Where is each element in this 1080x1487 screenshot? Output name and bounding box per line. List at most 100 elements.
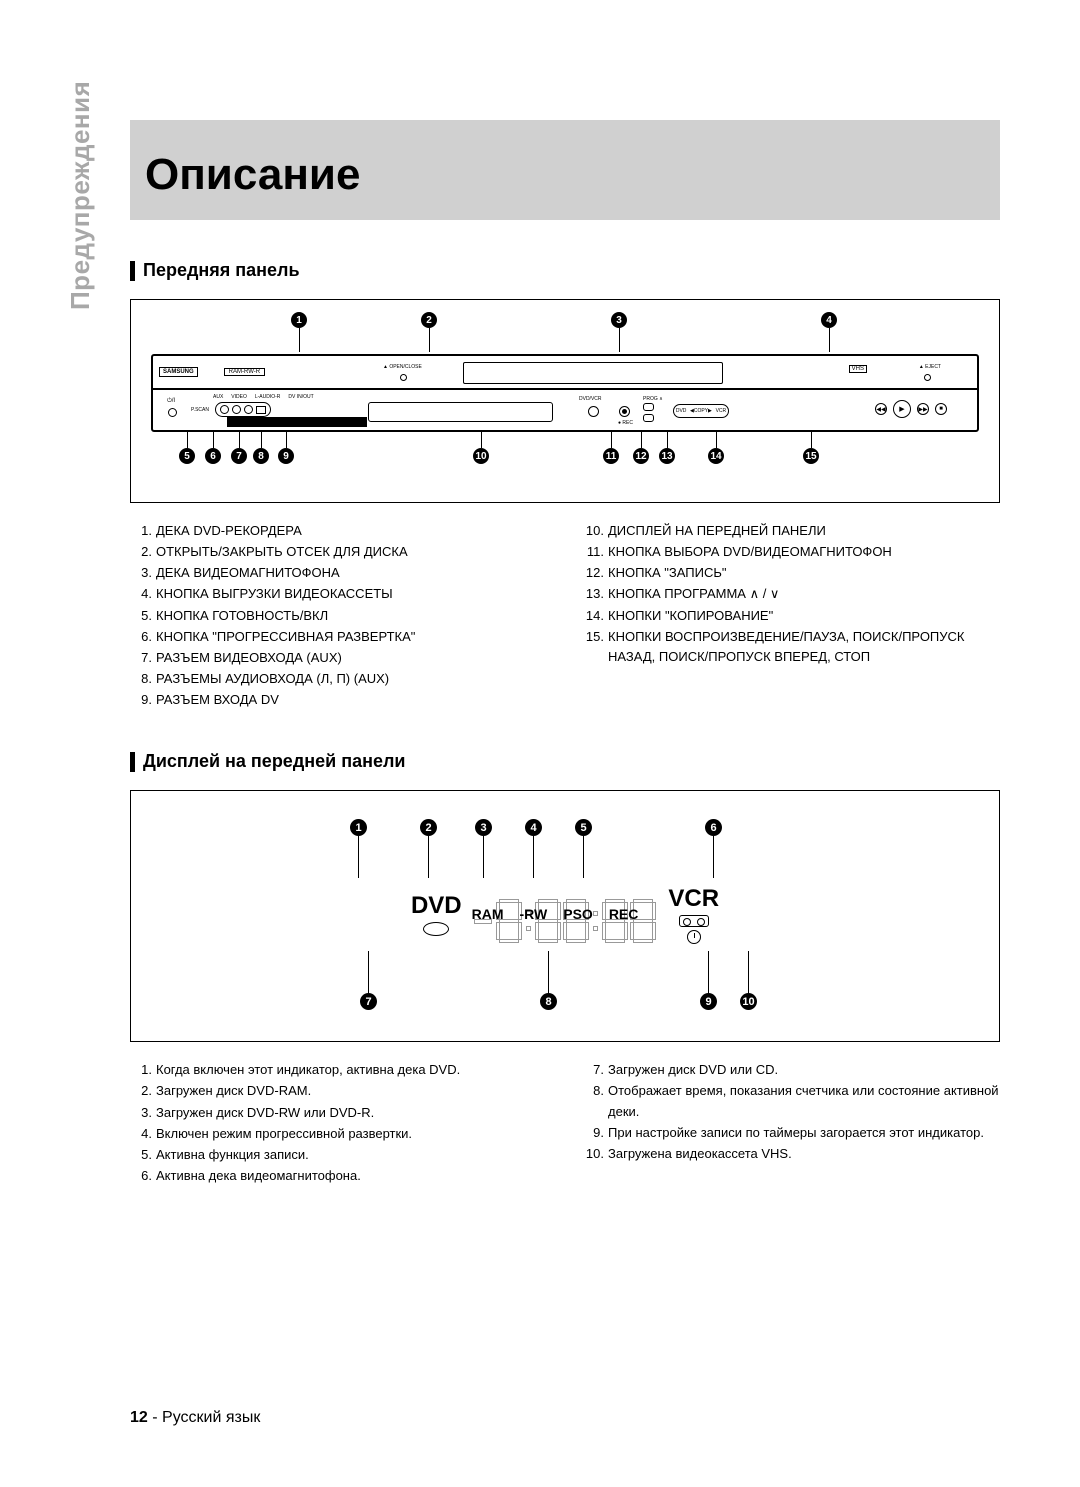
page-title: Описание xyxy=(130,120,1000,200)
rewind-button: ◀◀ xyxy=(875,403,887,415)
legend-item: 1.Когда включен этот индикатор, активна … xyxy=(130,1060,548,1080)
dv-jack xyxy=(256,406,266,414)
open-close-label: ▲ OPEN/CLOSE xyxy=(383,364,422,370)
av-jack-group xyxy=(215,402,271,417)
prog-down-button xyxy=(643,414,654,422)
vhs-slot xyxy=(463,362,723,384)
callout-9: 9 xyxy=(278,448,294,464)
dvd-vcr-label: DVD/VCR xyxy=(579,396,602,402)
eject-label: ▲ EJECT xyxy=(919,364,941,370)
d-callout-5: 5 xyxy=(575,819,592,836)
legend-item: 10.Загружена видеокассета VHS. xyxy=(582,1144,1000,1164)
display-content-row: DVD RAM -RW PSO REC VCR xyxy=(310,879,820,949)
legend-item: 8.РАЗЪЕМЫ АУДИОВХОДА (Л, П) (AUX) xyxy=(130,669,548,689)
format-badge: RAM-RW-R xyxy=(224,368,265,376)
section-marker xyxy=(130,261,135,281)
page-footer: 12 - Русский язык xyxy=(130,1409,260,1427)
open-close-button xyxy=(400,374,407,381)
device-bottom-row: ⏻/I P.SCAN AUX VIDEO L-AUDIO-R DV IN/OUT xyxy=(153,390,977,432)
d-callout-3: 3 xyxy=(475,819,492,836)
legend-col-right: 7.Загружен диск DVD или CD.8.Отображает … xyxy=(582,1060,1000,1187)
display-legend: 1.Когда включен этот индикатор, активна … xyxy=(130,1060,1000,1187)
front-panel-legend: 1.ДЕКА DVD-РЕКОРДЕРА2.ОТКРЫТЬ/ЗАКРЫТЬ ОТ… xyxy=(130,521,1000,711)
brand-badge: SAMSUNG xyxy=(159,367,198,377)
display-top-callouts: 1 2 3 4 5 6 xyxy=(310,819,820,879)
d-callout-6: 6 xyxy=(705,819,722,836)
legend-item: 7.РАЗЪЕМ ВИДЕОВХОДА (AUX) xyxy=(130,648,548,668)
section-heading-text: Передняя панель xyxy=(143,260,300,281)
eject-button xyxy=(924,374,931,381)
vhs-logo: VHS xyxy=(849,365,867,373)
rec-label: ● REC xyxy=(618,420,633,426)
video-jack xyxy=(220,405,229,414)
d-callout-9: 9 xyxy=(700,993,717,1010)
d-callout-1: 1 xyxy=(350,819,367,836)
section-heading-front-panel: Передняя панель xyxy=(130,260,1000,281)
callout-11: 11 xyxy=(603,448,619,464)
ffwd-button: ▶▶ xyxy=(917,403,929,415)
bottom-callout-row: 5 6 7 8 9 10 11 12 13 14 15 xyxy=(151,444,979,472)
front-display-window xyxy=(368,402,553,422)
vcr-text: VCR xyxy=(668,885,719,913)
legend-item: 9.При настройке записи по таймеры загора… xyxy=(582,1123,1000,1143)
callout-10: 10 xyxy=(473,448,489,464)
legend-item: 3.ДЕКА ВИДЕОМАГНИТОФОНА xyxy=(130,563,548,583)
legend-item: 11.КНОПКА ВЫБОРА DVD/ВИДЕОМАГНИТОФОН xyxy=(582,542,1000,562)
front-panel-diagram-box: 1 2 3 4 SAMSUNG RAM-RW-R ▲ OPEN/CLOSE xyxy=(130,299,1000,503)
playback-controls: ◀◀ ▶ ▶▶ ■ xyxy=(875,400,947,418)
prog-label-up: PROG ∧ xyxy=(643,396,663,402)
legend-item: 8.Отображает время, показания счетчика и… xyxy=(582,1081,1000,1121)
legend-item: 4.КНОПКА ВЫГРУЗКИ ВИДЕОКАССЕТЫ xyxy=(130,584,548,604)
audio-l-jack xyxy=(232,405,241,414)
legend-item: 2.ОТКРЫТЬ/ЗАКРЫТЬ ОТСЕК ДЛЯ ДИСКА xyxy=(130,542,548,562)
dvd-vcr-button xyxy=(588,406,599,417)
callout-6: 6 xyxy=(205,448,221,464)
legend-item: 7.Загружен диск DVD или CD. xyxy=(582,1060,1000,1080)
side-vertical-label: Предупреждения xyxy=(65,81,96,310)
jack-labels: AUX VIDEO L-AUDIO-R DV IN/OUT xyxy=(213,394,314,400)
audio-r-jack xyxy=(244,405,253,414)
callout-5: 5 xyxy=(179,448,195,464)
callout-3: 3 xyxy=(611,312,627,328)
callout-2: 2 xyxy=(421,312,437,328)
play-button: ▶ xyxy=(893,400,911,418)
legend-item: 4.Включен режим прогрессивной развертки. xyxy=(130,1124,548,1144)
legend-item: 5.Активна функция записи. xyxy=(130,1145,548,1165)
legend-item: 1.ДЕКА DVD-РЕКОРДЕРА xyxy=(130,521,548,541)
legend-col-left: 1.Когда включен этот индикатор, активна … xyxy=(130,1060,548,1187)
legend-item: 3.Загружен диск DVD-RW или DVD-R. xyxy=(130,1103,548,1123)
stop-button: ■ xyxy=(935,403,947,415)
d-callout-2: 2 xyxy=(420,819,437,836)
legend-item: 15.КНОПКИ ВОСПРОИЗВЕДЕНИЕ/ПАУЗА, ПОИСК/П… xyxy=(582,627,1000,667)
pscan-label: P.SCAN xyxy=(191,407,209,413)
disc-icon xyxy=(423,922,449,936)
legend-col-left: 1.ДЕКА DVD-РЕКОРДЕРА2.ОТКРЫТЬ/ЗАКРЫТЬ ОТ… xyxy=(130,521,548,711)
cassette-icon xyxy=(679,915,709,927)
legend-item: 6.Активна дека видеомагнитофона. xyxy=(130,1166,548,1186)
copy-button-group: DVD ◀COPY▶ VCR xyxy=(673,404,729,418)
callout-4: 4 xyxy=(821,312,837,328)
prog-up-button xyxy=(643,403,654,411)
section-marker xyxy=(130,752,135,772)
legend-item: 14.КНОПКИ "КОПИРОВАНИЕ" xyxy=(582,606,1000,626)
legend-item: 5.КНОПКА ГОТОВНОСТЬ/ВКЛ xyxy=(130,606,548,626)
top-callout-row: 1 2 3 4 xyxy=(151,312,979,336)
callout-12: 12 xyxy=(633,448,649,464)
legend-col-right: 10.ДИСПЛЕЙ НА ПЕРЕДНЕЙ ПАНЕЛИ11.КНОПКА В… xyxy=(582,521,1000,711)
indicator-labels: RAM -RW PSO REC xyxy=(472,906,639,922)
d-callout-8: 8 xyxy=(540,993,557,1010)
page-number: 12 xyxy=(130,1409,148,1426)
device-outline: SAMSUNG RAM-RW-R ▲ OPEN/CLOSE VHS ▲ EJEC… xyxy=(151,354,979,432)
display-bottom-callouts: 7 8 9 10 xyxy=(310,951,820,1011)
device-top-row: SAMSUNG RAM-RW-R ▲ OPEN/CLOSE VHS ▲ EJEC… xyxy=(153,356,977,390)
rec-indicator-dot xyxy=(622,409,627,414)
callout-7: 7 xyxy=(231,448,247,464)
d-callout-7: 7 xyxy=(360,993,377,1010)
legend-item: 13.КНОПКА ПРОГРАММА ∧ / ∨ xyxy=(582,584,1000,604)
callout-15: 15 xyxy=(803,448,819,464)
legend-item: 9.РАЗЪЕМ ВХОДА DV xyxy=(130,690,548,710)
callout-1: 1 xyxy=(291,312,307,328)
vcr-indicator-block: VCR xyxy=(668,885,719,944)
legend-item: 12.КНОПКА "ЗАПИСЬ" xyxy=(582,563,1000,583)
dvd-text: DVD xyxy=(411,892,462,920)
